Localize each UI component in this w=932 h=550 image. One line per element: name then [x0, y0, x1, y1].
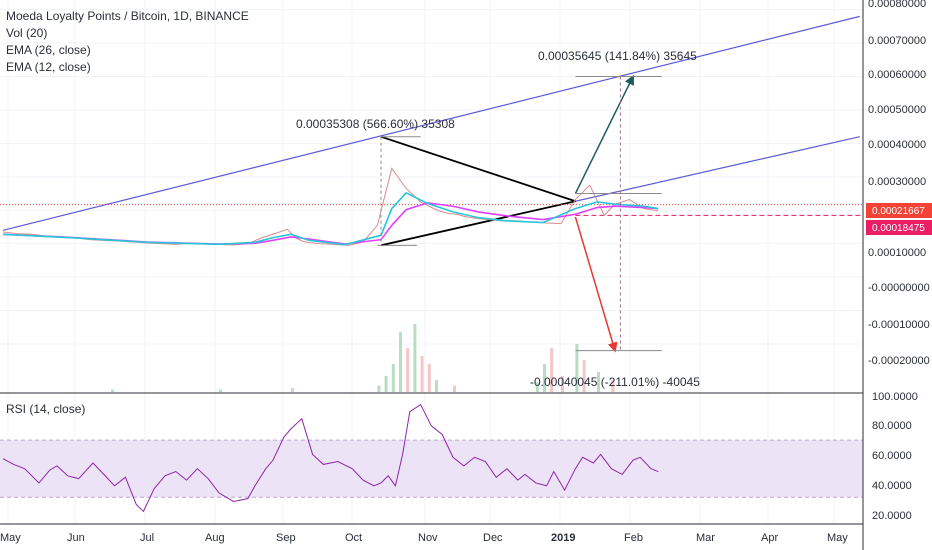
volume-bar	[413, 324, 417, 392]
top-measure-label: 0.00035308 (566.60%) 35308	[296, 117, 455, 131]
volume-bar	[427, 364, 431, 392]
time-tick-label: Oct	[345, 532, 362, 544]
target-down-arrow	[574, 216, 618, 353]
rsi-indicator-label[interactable]: RSI (14, close)	[6, 402, 86, 416]
triangle-lower-line	[380, 200, 576, 247]
price-tick-label: -0.00010000	[868, 319, 930, 331]
upper-channel-line	[2, 15, 860, 231]
volume-bar	[384, 376, 388, 392]
ema26-indicator-label[interactable]: EMA (26, close)	[6, 43, 91, 57]
target-up-label: 0.00035645 (141.84%) 35645	[538, 49, 697, 63]
time-tick-label: Jun	[67, 532, 85, 544]
volume-bar	[543, 364, 546, 392]
volume-bar	[561, 376, 564, 392]
price-tick-label: 0.00010000	[868, 247, 926, 259]
last-price-value: 0.00021667	[872, 206, 925, 217]
volume-bar	[611, 380, 615, 392]
target-up-arrow	[574, 74, 634, 194]
level-price-tag	[866, 220, 932, 235]
rsi-band-fill	[0, 440, 863, 498]
vol-indicator-label[interactable]: Vol (20)	[6, 26, 48, 40]
symbol-title[interactable]: Moeda Loyalty Points / Bitcoin, 1D, BINA…	[6, 9, 249, 23]
rsi-tick-label: 40.0000	[872, 480, 912, 492]
rsi-tick-label: 80.0000	[872, 420, 912, 432]
price-tick-label: 0.00040000	[868, 139, 926, 151]
volume-bar	[582, 360, 586, 392]
ema12-line	[2, 191, 659, 246]
rsi-tick-label: 100.0000	[872, 391, 918, 403]
volume-bar	[377, 385, 381, 392]
time-tick-label: Mar	[696, 532, 715, 544]
price-tick-label: 0.00080000	[868, 0, 926, 10]
volume-bar	[575, 344, 579, 392]
volume-bar	[597, 372, 600, 392]
time-tick-label: Dec	[483, 532, 503, 544]
time-tick-label: May	[827, 532, 848, 544]
volume-bar	[406, 348, 410, 392]
time-tick-label: Apr	[761, 532, 778, 544]
grid-lines	[0, 0, 863, 524]
volume-bar	[453, 385, 456, 392]
volume-bar	[399, 332, 402, 392]
ema12-indicator-label[interactable]: EMA (12, close)	[6, 60, 91, 74]
rsi-series	[2, 403, 659, 513]
volume-bar	[111, 389, 114, 392]
volume-bar	[420, 356, 424, 392]
price-axis[interactable]: 0.00080000 0.00070000 0.00060000 0.00050…	[868, 0, 930, 367]
volume-bar	[550, 348, 554, 392]
price-tick-label: 0.00050000	[868, 104, 926, 116]
time-tick-label: Feb	[624, 532, 643, 544]
rsi-tick-label: 60.0000	[872, 450, 912, 462]
price-tick-label: -0.00020000	[868, 355, 930, 367]
triangle-upper-line	[380, 135, 576, 203]
time-tick-label: Jul	[140, 532, 154, 544]
price-tick-label: 0.00030000	[868, 176, 926, 188]
volume-bar	[391, 364, 395, 392]
last-price-tag	[866, 203, 932, 218]
volume-bar	[435, 380, 438, 392]
arrows-and-levels	[377, 74, 662, 353]
time-tick-label: Nov	[418, 532, 438, 544]
time-tick-label: May	[0, 532, 21, 544]
volume-bar	[535, 382, 539, 392]
target-down-label: -0.00040045 (-211.01%) -40045	[530, 375, 700, 389]
volume-bar	[219, 389, 222, 392]
price-tick-label: 0.00070000	[868, 35, 926, 47]
time-tick-label-year: 2019	[551, 532, 575, 544]
rsi-axis[interactable]: 100.0000 80.0000 60.0000 40.0000 20.0000	[872, 391, 918, 522]
price-series	[2, 167, 659, 246]
volume-bars	[111, 324, 615, 392]
drawing-tools	[0, 15, 863, 247]
rsi-band	[0, 439, 863, 498]
time-tick-label: Sep	[276, 532, 296, 544]
price-tick-label: 0.00060000	[868, 69, 926, 81]
rsi-line	[2, 403, 659, 513]
time-tick-label: Aug	[205, 532, 225, 544]
chart-legend: Moeda Loyalty Points / Bitcoin, 1D, BINA…	[6, 8, 249, 76]
volume-bar	[291, 388, 294, 392]
rsi-tick-label: 20.0000	[872, 510, 912, 522]
price-tick-label: -0.00000000	[868, 282, 930, 294]
time-axis[interactable]: May Jun Jul Aug Sep Oct Nov Dec 2019 Feb…	[0, 532, 848, 544]
level-price-value: 0.00018475	[872, 223, 925, 234]
